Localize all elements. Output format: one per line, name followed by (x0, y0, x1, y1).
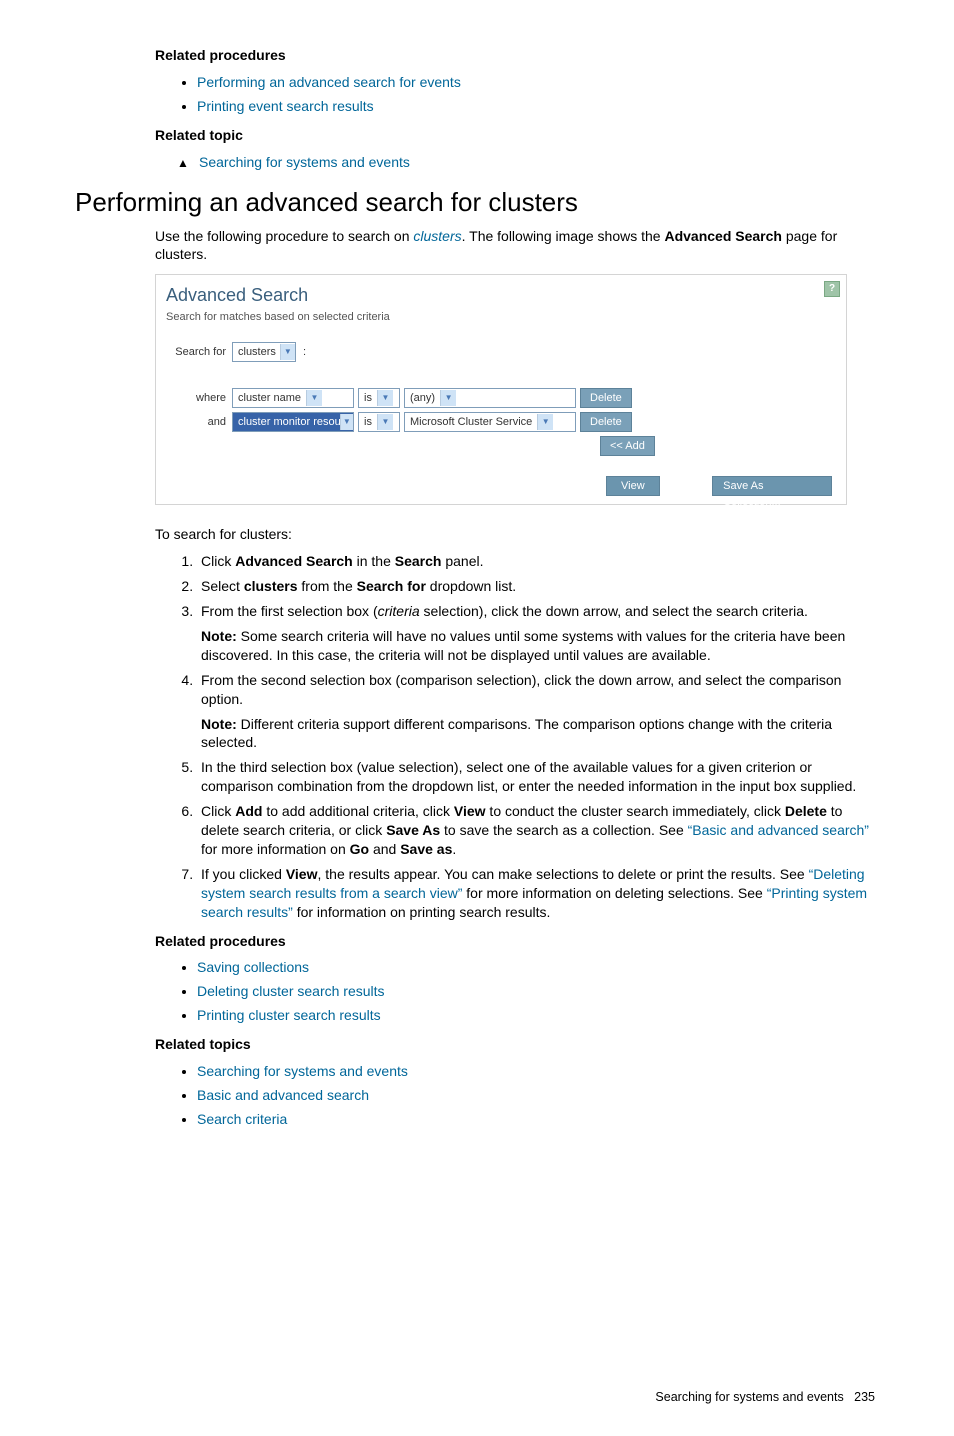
link-searching-systems-events-2[interactable]: Searching for systems and events (197, 1063, 408, 1079)
related-topics-list: Searching for systems and events Basic a… (155, 1062, 879, 1129)
link-print-event-results[interactable]: Printing event search results (197, 98, 374, 114)
search-for-label: Search for (166, 345, 232, 360)
add-button[interactable]: << Add (600, 436, 655, 456)
step-5: In the third selection box (value select… (197, 758, 879, 796)
panel-title: Advanced Search (166, 283, 836, 307)
intro-paragraph: Use the following procedure to search on… (155, 227, 879, 265)
criteria-select-2[interactable]: cluster monitor resource ▼ (232, 412, 354, 432)
search-for-row: Search for clusters ▼ : (166, 342, 836, 362)
link-search-criteria[interactable]: Search criteria (197, 1111, 287, 1127)
step-4: From the second selection box (compariso… (197, 671, 879, 753)
link-printing-cluster-results[interactable]: Printing cluster search results (197, 1007, 381, 1023)
related-procedures-heading-top: Related procedures (155, 46, 879, 65)
step-3: From the first selection box (criteria s… (197, 602, 879, 665)
panel-footer-buttons: View Save As Collection... (166, 476, 836, 496)
operator-select-1[interactable]: is ▼ (358, 388, 400, 408)
related-procedures-heading: Related procedures (155, 932, 879, 951)
step-1: Click Advanced Search in the Search pane… (197, 552, 879, 571)
panel-subtitle: Search for matches based on selected cri… (166, 310, 836, 325)
related-topic-heading-top: Related topic (155, 126, 879, 145)
related-topics-heading: Related topics (155, 1035, 879, 1054)
chevron-down-icon: ▼ (306, 390, 322, 406)
step-2: Select clusters from the Search for drop… (197, 577, 879, 596)
link-deleting-cluster-results[interactable]: Deleting cluster search results (197, 983, 385, 999)
help-icon[interactable]: ? (824, 281, 840, 297)
criteria-row-1: where cluster name ▼ is ▼ (any) ▼ Delete (166, 388, 836, 408)
chevron-down-icon: ▼ (377, 414, 393, 430)
section-title: Performing an advanced search for cluste… (75, 185, 879, 220)
steps-list: Click Advanced Search in the Search pane… (155, 552, 879, 921)
search-for-select[interactable]: clusters ▼ (232, 342, 296, 362)
chevron-down-icon: ▼ (340, 414, 353, 430)
operator-select-2[interactable]: is ▼ (358, 412, 400, 432)
add-row: << Add (166, 436, 836, 456)
criteria-row-2: and cluster monitor resource ▼ is ▼ Micr… (166, 412, 836, 432)
chevron-down-icon: ▼ (377, 390, 393, 406)
chevron-down-icon: ▼ (537, 414, 553, 430)
link-adv-search-events[interactable]: Performing an advanced search for events (197, 74, 461, 90)
advanced-search-screenshot: Advanced Search Search for matches based… (155, 274, 847, 505)
save-as-collection-button[interactable]: Save As Collection... (712, 476, 832, 496)
link-basic-advanced-search-2[interactable]: Basic and advanced search (197, 1087, 369, 1103)
chevron-down-icon: ▼ (440, 390, 456, 406)
and-label: and (166, 415, 232, 430)
link-searching-systems-events[interactable]: Searching for systems and events (199, 154, 410, 170)
link-basic-advanced-search-1[interactable]: “Basic and advanced search” (688, 822, 869, 838)
clusters-term[interactable]: clusters (413, 228, 461, 244)
chevron-down-icon: ▼ (280, 344, 295, 360)
delete-button-1[interactable]: Delete (580, 388, 632, 408)
related-topic-list-top: Searching for systems and events (155, 153, 879, 172)
where-label: where (166, 391, 232, 406)
page-footer: Searching for systems and events 235 (75, 1389, 879, 1406)
step-7: If you clicked View, the results appear.… (197, 865, 879, 922)
view-button[interactable]: View (606, 476, 660, 496)
value-select-1[interactable]: (any) ▼ (404, 388, 576, 408)
link-saving-collections[interactable]: Saving collections (197, 959, 309, 975)
steps-lead: To search for clusters: (155, 525, 879, 544)
value-select-2[interactable]: Microsoft Cluster Service ▼ (404, 412, 576, 432)
criteria-select-1[interactable]: cluster name ▼ (232, 388, 354, 408)
step-6: Click Add to add additional criteria, cl… (197, 802, 879, 859)
related-procedures-list: Saving collections Deleting cluster sear… (155, 958, 879, 1025)
related-procedures-list-top: Performing an advanced search for events… (155, 73, 879, 116)
delete-button-2[interactable]: Delete (580, 412, 632, 432)
